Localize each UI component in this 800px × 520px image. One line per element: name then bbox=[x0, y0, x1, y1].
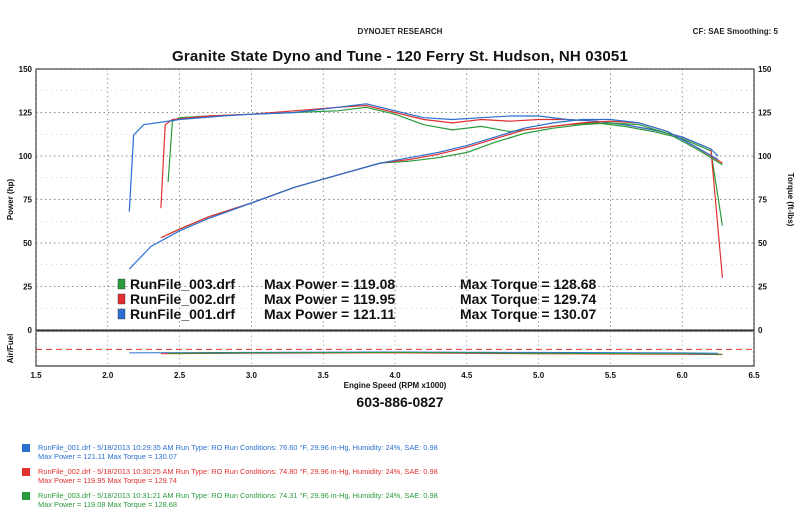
x-tick-label: 6.5 bbox=[748, 371, 760, 380]
annotation-file: RunFile_002.drf bbox=[130, 291, 235, 307]
y-tick-label-right: 50 bbox=[758, 239, 767, 248]
annotation-swatch bbox=[117, 293, 126, 305]
annotation-max-torque: Max Torque = 129.74 bbox=[460, 291, 597, 307]
y-tick-label-right: 25 bbox=[758, 283, 767, 292]
x-tick-label: 5.0 bbox=[533, 371, 545, 380]
run-maxima: Max Power = 119.95 Max Torque = 129.74 bbox=[38, 476, 178, 485]
annotation-max-torque: Max Torque = 128.68 bbox=[460, 276, 597, 292]
series-line-torque bbox=[128, 103, 719, 212]
y-tick-label-left: 75 bbox=[23, 196, 32, 205]
brand-label: DYNOJET RESEARCH bbox=[357, 27, 443, 36]
run-details: RunFile_002.drf - 5/18/2013 10:30:25 AM … bbox=[38, 467, 438, 476]
x-axis-label: Engine Speed (RPM x1000) bbox=[344, 381, 447, 390]
annotation-file: RunFile_003.drf bbox=[130, 276, 235, 292]
dyno-chart: 1.5 2.0 2.5 3.0 3.5 4.0 4.5 5.0 5.5 6.0 6.5 0 0 25 25 5… bbox=[6, 65, 795, 390]
annotation-file: RunFile_001.drf bbox=[130, 306, 235, 322]
run-maxima: Max Power = 121.11 Max Torque = 130.07 bbox=[38, 452, 178, 461]
afr-series-line bbox=[129, 351, 719, 354]
x-tick-label: 4.0 bbox=[389, 371, 401, 380]
run-maxima: Max Power = 119.08 Max Torque = 128.68 bbox=[38, 500, 178, 509]
annotation-max-power: Max Power = 119.95 bbox=[264, 291, 395, 307]
x-tick-label: 3.0 bbox=[246, 371, 258, 380]
phone-number: 603-886-0827 bbox=[356, 394, 444, 410]
x-tick-label: 4.5 bbox=[461, 371, 473, 380]
x-tick-label: 6.0 bbox=[677, 371, 689, 380]
y-tick-label-left: 25 bbox=[23, 283, 32, 292]
x-tick-label: 2.5 bbox=[174, 371, 186, 380]
y-axis-label-right: Torque (ft-lbs) bbox=[786, 173, 795, 227]
chart-title: Granite State Dyno and Tune - 120 Ferry … bbox=[171, 48, 628, 65]
annotation-swatch bbox=[117, 278, 126, 290]
y-tick-label-left: 100 bbox=[19, 152, 33, 161]
y-tick-label-right: 150 bbox=[758, 65, 772, 74]
y-tick-label-right: 0 bbox=[758, 326, 763, 335]
y-tick-label-right: 100 bbox=[758, 152, 772, 161]
run-color-swatch bbox=[22, 492, 30, 500]
annotation-max-power: Max Power = 121.11 bbox=[264, 306, 395, 322]
y-tick-label-right: 75 bbox=[758, 196, 767, 205]
x-tick-label: 3.5 bbox=[318, 371, 330, 380]
y-tick-label-left: 50 bbox=[23, 239, 32, 248]
y-tick-label-left: 0 bbox=[28, 326, 33, 335]
afr-series-line bbox=[168, 351, 723, 355]
run-list: RunFile_001.drf - 5/18/2013 10:29:35 AM … bbox=[22, 443, 438, 515]
series-line-power bbox=[128, 118, 719, 270]
run-item: RunFile_003.drf - 5/18/2013 10:31:21 AM … bbox=[22, 491, 438, 509]
x-tick-label: 5.5 bbox=[605, 371, 617, 380]
annotation-max-torque: Max Torque = 130.07 bbox=[460, 306, 597, 322]
x-tick-label: 2.0 bbox=[102, 371, 114, 380]
run-details: RunFile_001.drf - 5/18/2013 10:29:35 AM … bbox=[38, 443, 438, 452]
y-axis-label-left: Power (hp) bbox=[6, 179, 15, 221]
settings-label: CF: SAE Smoothing: 5 bbox=[692, 27, 778, 36]
annotation-swatch bbox=[117, 308, 126, 320]
y-tick-label-left: 125 bbox=[19, 109, 33, 118]
run-item: RunFile_001.drf - 5/18/2013 10:29:35 AM … bbox=[22, 443, 438, 461]
run-color-swatch bbox=[22, 444, 30, 452]
annotation-max-power: Max Power = 119.08 bbox=[264, 276, 395, 292]
x-tick-label: 1.5 bbox=[30, 371, 42, 380]
run-item: RunFile_002.drf - 5/18/2013 10:30:25 AM … bbox=[22, 467, 438, 485]
run-details: RunFile_003.drf - 5/18/2013 10:31:21 AM … bbox=[38, 491, 438, 500]
run-color-swatch bbox=[22, 468, 30, 476]
afr-axis-label: Air/Fuel bbox=[6, 334, 15, 364]
y-tick-label-left: 150 bbox=[19, 65, 33, 74]
y-tick-label-right: 125 bbox=[758, 109, 772, 118]
